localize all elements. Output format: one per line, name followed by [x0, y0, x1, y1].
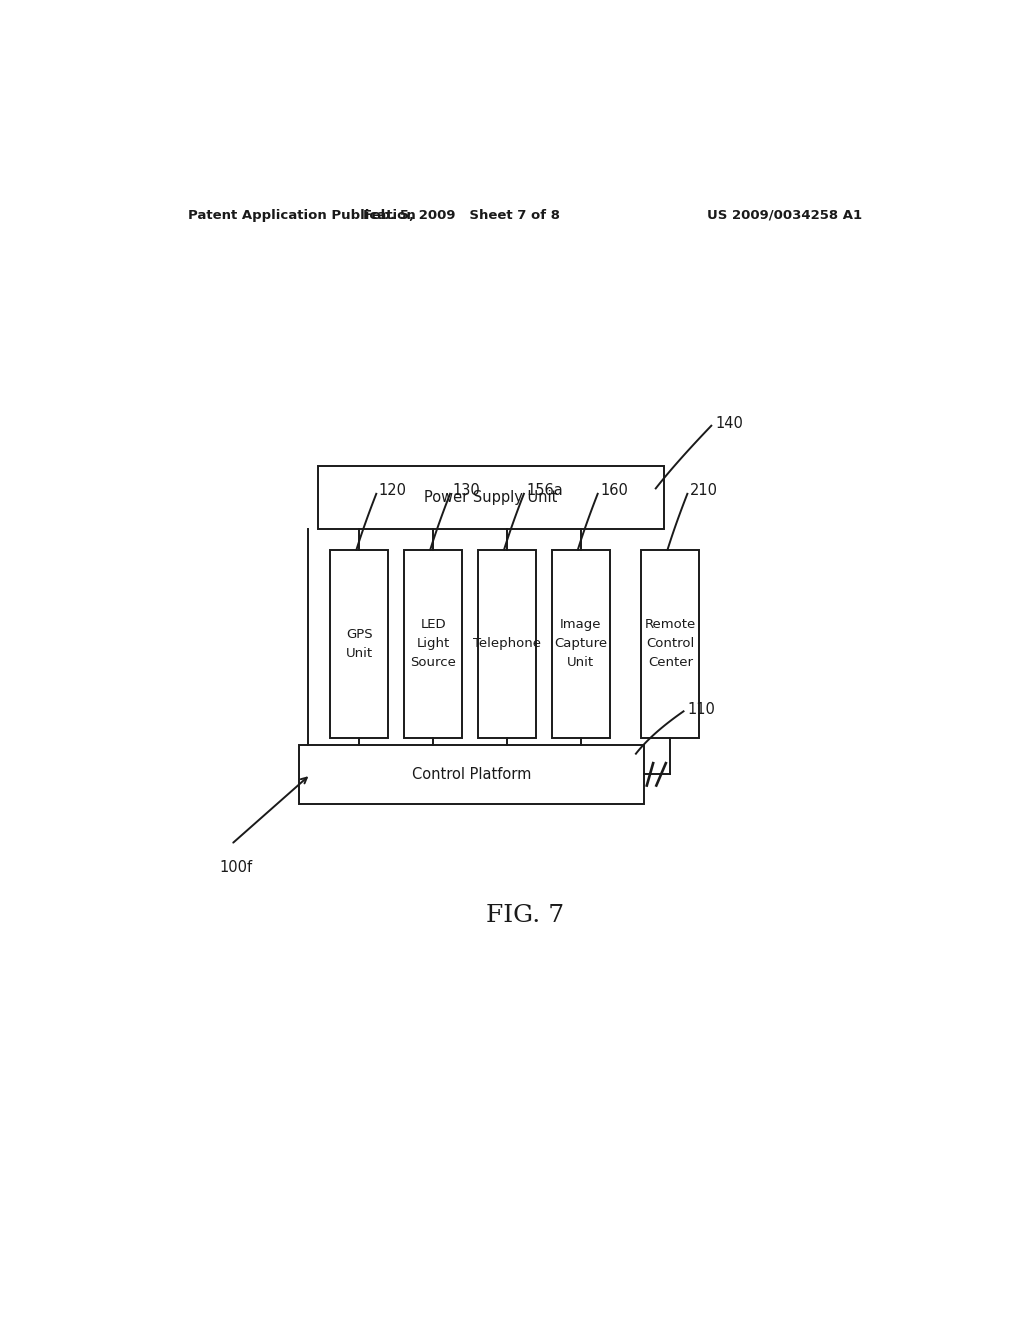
Text: 110: 110	[687, 702, 716, 717]
Text: 100f: 100f	[219, 859, 252, 875]
Text: Control Platform: Control Platform	[412, 767, 530, 781]
Text: 130: 130	[453, 483, 480, 498]
Text: FIG. 7: FIG. 7	[485, 904, 564, 927]
Bar	[404, 549, 462, 738]
Text: LED
Light
Source: LED Light Source	[411, 618, 456, 669]
Text: 210: 210	[690, 483, 718, 498]
Bar	[552, 549, 609, 738]
Text: Patent Application Publication: Patent Application Publication	[187, 209, 416, 222]
Text: Image
Capture
Unit: Image Capture Unit	[554, 618, 607, 669]
Text: Remote
Control
Center: Remote Control Center	[645, 618, 696, 669]
Text: 156a: 156a	[526, 483, 563, 498]
Text: Telephone: Telephone	[473, 638, 541, 651]
Bar	[478, 549, 536, 738]
Bar	[299, 744, 644, 804]
Bar	[318, 466, 664, 529]
Text: GPS
Unit: GPS Unit	[346, 628, 373, 660]
Text: 160: 160	[600, 483, 628, 498]
Text: Feb. 5, 2009   Sheet 7 of 8: Feb. 5, 2009 Sheet 7 of 8	[362, 209, 560, 222]
Text: 140: 140	[716, 416, 743, 432]
Text: Power Supply Unit: Power Supply Unit	[424, 490, 558, 506]
Bar	[331, 549, 388, 738]
Text: 120: 120	[379, 483, 407, 498]
Bar	[641, 549, 699, 738]
Text: US 2009/0034258 A1: US 2009/0034258 A1	[707, 209, 862, 222]
